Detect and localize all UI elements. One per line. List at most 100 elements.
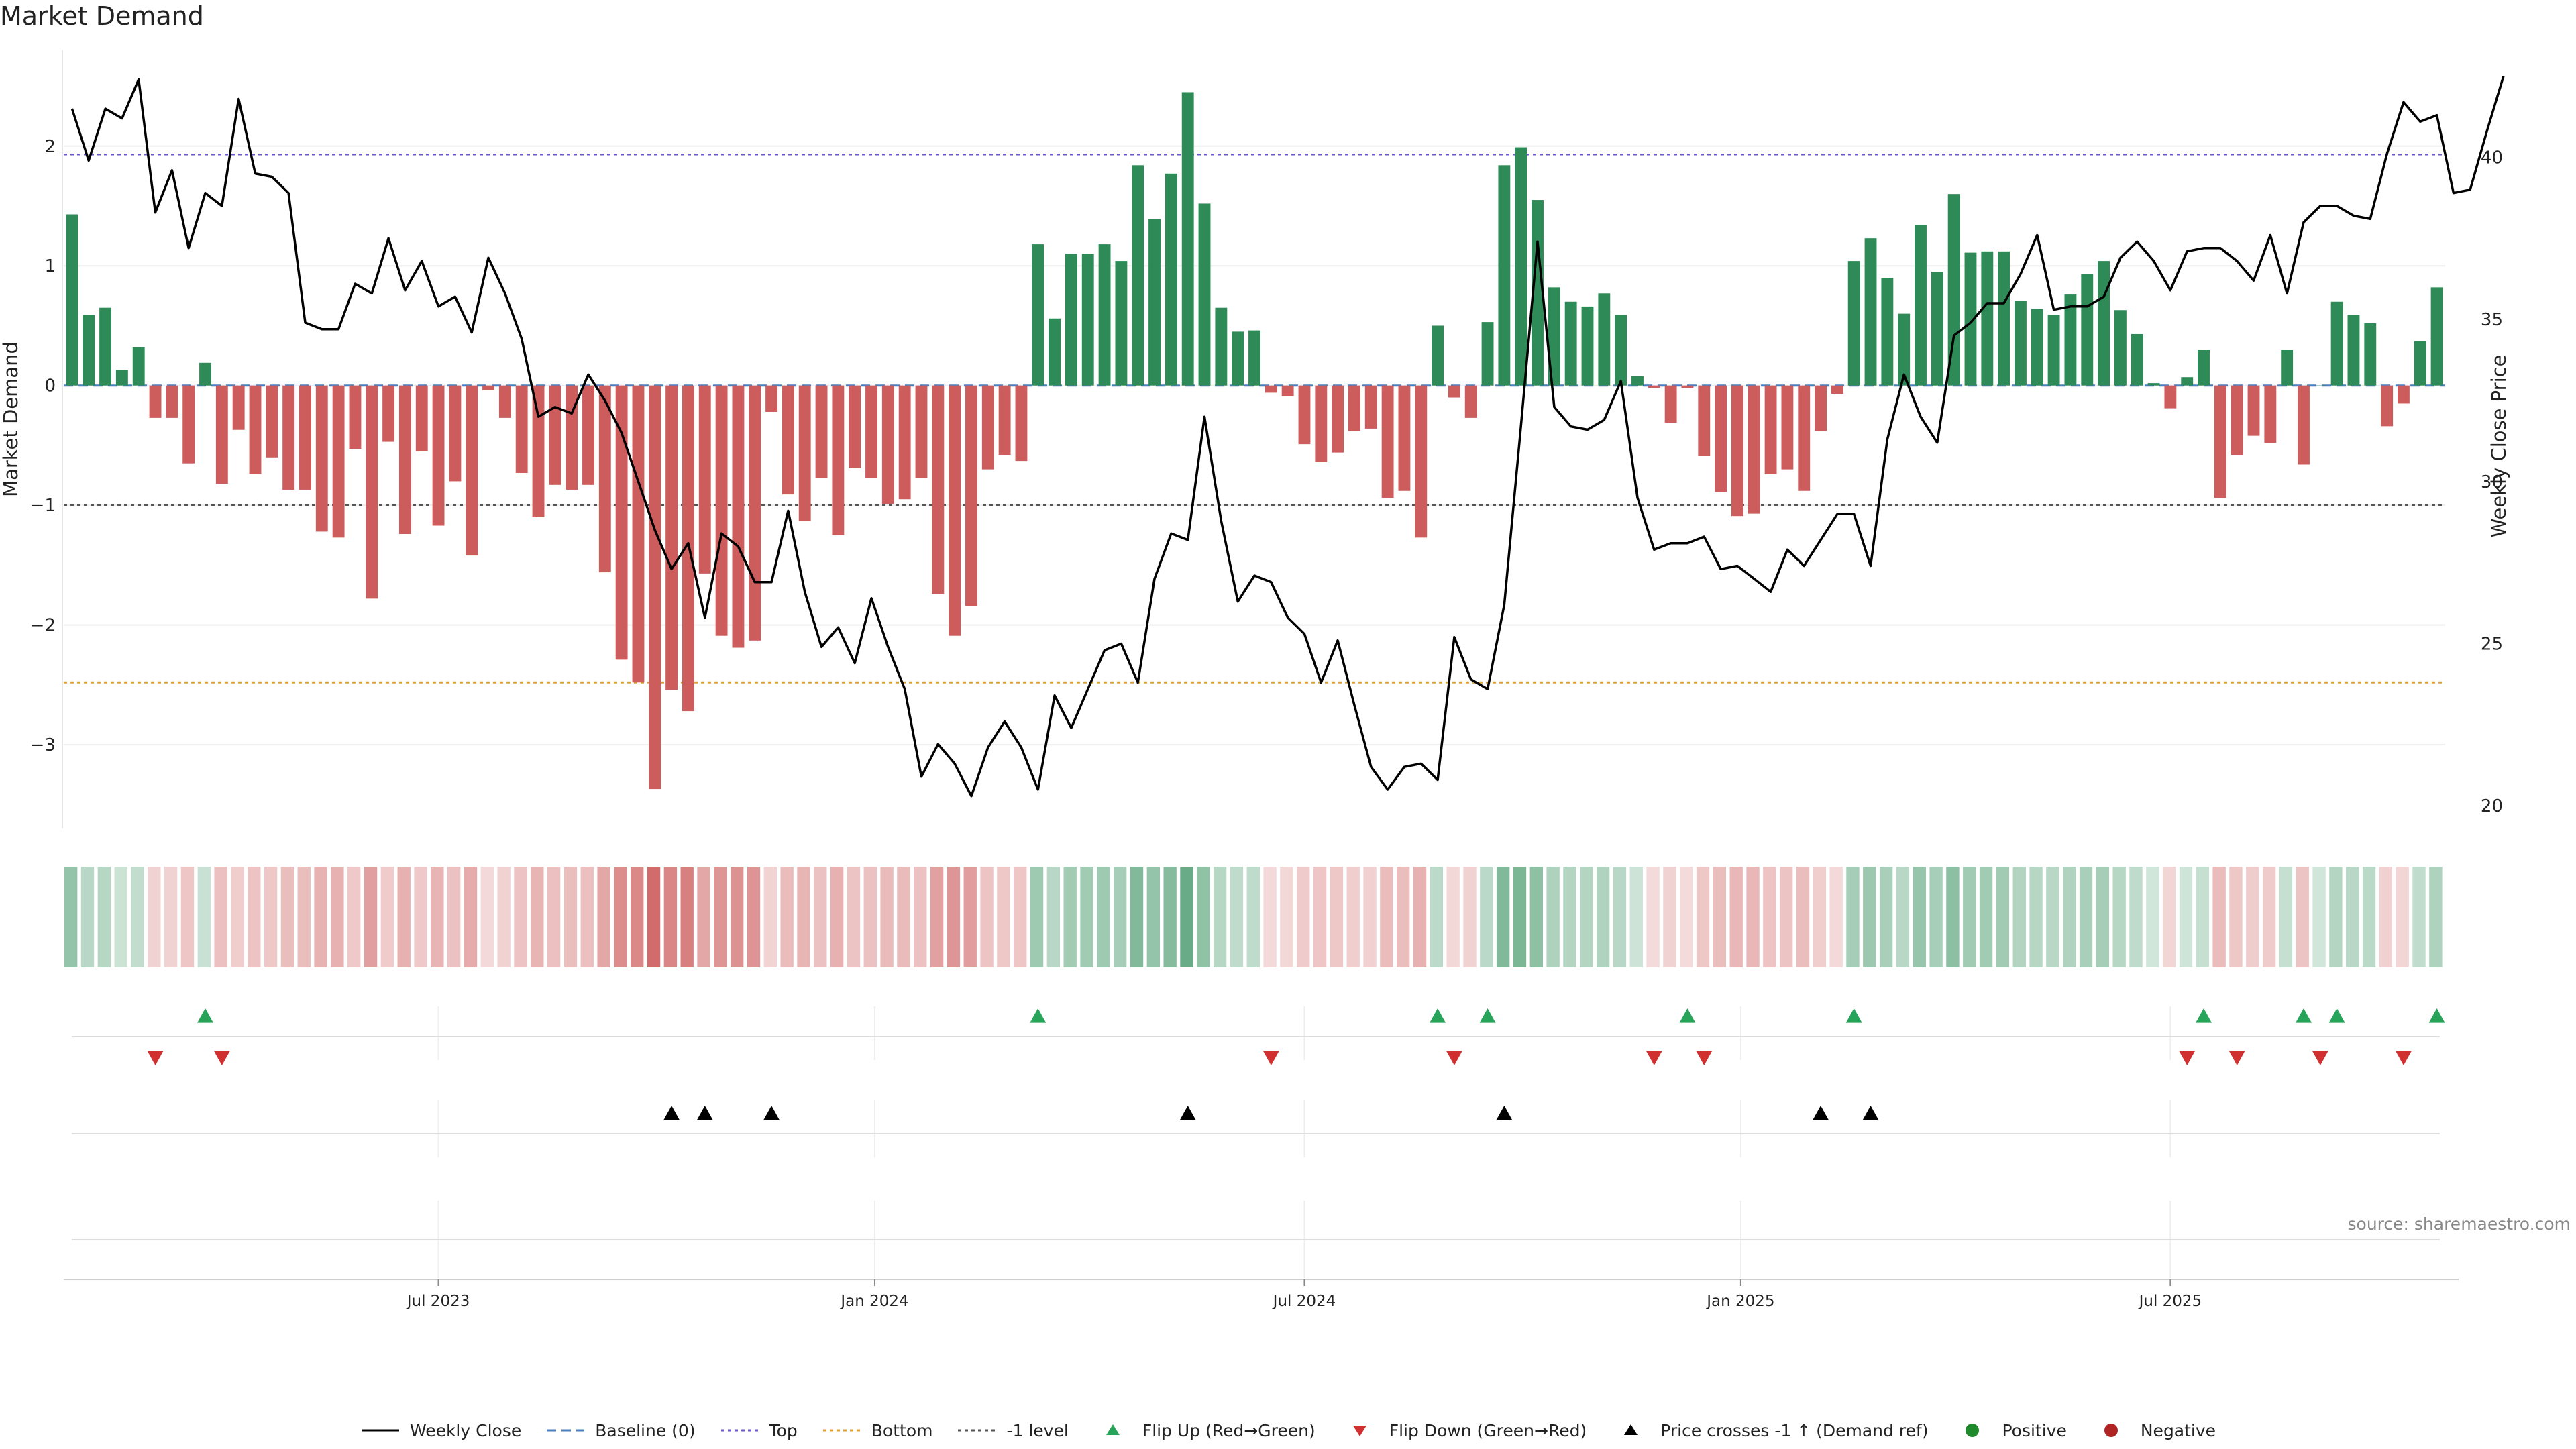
x-tick-label: Jan 2024 (839, 1293, 908, 1310)
legend-item-neg: Negative (2091, 1421, 2216, 1440)
demand-bar (1398, 385, 1411, 491)
demand-bar (1298, 385, 1311, 445)
demand-bar (1265, 385, 1277, 393)
demand-bar (1464, 385, 1477, 418)
y-axis-label: Market Demand (0, 341, 22, 497)
demand-bar (698, 385, 711, 574)
demand-bar (282, 385, 295, 490)
heat-cell (880, 867, 894, 967)
legend: Weekly Close Baseline (0) Top Bottom -1 leve… (0, 1415, 2576, 1445)
heat-cell (1580, 867, 1593, 967)
demand-bar (1548, 287, 1560, 386)
heat-cell (1646, 867, 1660, 967)
flip-up-marker (1845, 1008, 1862, 1023)
cross-up-marker (1862, 1106, 1879, 1120)
heat-cell (1729, 867, 1743, 967)
heat-cell (1030, 867, 1044, 967)
demand-bar (1598, 293, 1611, 386)
demand-bar (1198, 203, 1211, 386)
demand-bar (1432, 325, 1444, 386)
heat-cell (963, 867, 977, 967)
heat-cell (2246, 867, 2259, 967)
demand-bar (66, 214, 78, 386)
legend-item-pos: Positive (1952, 1421, 2067, 1440)
heat-cell (847, 867, 861, 967)
heat-cell (1213, 867, 1227, 967)
heat-cell (1014, 867, 1027, 967)
legend-neg-icon (2104, 1424, 2118, 1437)
legend-item-top: Top (720, 1421, 798, 1440)
heat-cell (2012, 867, 2026, 967)
demand-bar (1831, 385, 1843, 394)
heat-cell (1513, 867, 1527, 967)
heat-cell (547, 867, 561, 967)
demand-bar (432, 385, 445, 526)
demand-bar (449, 385, 462, 482)
demand-bar (1215, 307, 1228, 386)
heat-cell (2079, 867, 2093, 967)
demand-bar (782, 385, 794, 495)
heat-cell (2046, 867, 2059, 967)
demand-bar (1781, 385, 1794, 470)
heat-cell (1663, 867, 1676, 967)
heat-cell (997, 867, 1010, 967)
heat-cell (1313, 867, 1327, 967)
legend-label: Negative (2140, 1420, 2216, 1440)
demand-bar (1564, 301, 1577, 386)
demand-bar (932, 385, 945, 594)
legend-item-cross: Price crosses -1 ↑ (Demand ref) (1611, 1421, 1928, 1440)
demand-bar (1947, 194, 1960, 386)
heat-cell (1813, 867, 1827, 967)
demand-bar (715, 385, 728, 636)
heat-cell (464, 867, 478, 967)
demand-bar (1049, 318, 1061, 386)
demand-bar (2430, 287, 2443, 386)
demand-bar (415, 385, 428, 451)
demand-bar (1332, 385, 1344, 453)
flip-down-marker (2395, 1051, 2412, 1065)
demand-bar (1864, 238, 1877, 386)
heat-cell (597, 867, 610, 967)
heat-cell (1446, 867, 1460, 967)
legend-cross-icon (1624, 1424, 1638, 1435)
y-tick-label: 0 (44, 376, 56, 396)
demand-bar (1281, 385, 1294, 396)
demand-bar (2047, 315, 2060, 386)
demand-bar (749, 385, 761, 641)
heat-cell (148, 867, 161, 967)
heat-cell (197, 867, 211, 967)
heat-cell (947, 867, 961, 967)
heat-cell (480, 867, 494, 967)
heat-cell (1713, 867, 1727, 967)
heat-cell (1929, 867, 1943, 967)
weekly-close-line (70, 76, 2505, 798)
legend-label: Bottom (871, 1420, 933, 1440)
legend-label: Weekly Close (409, 1420, 522, 1440)
demand-bar (1881, 278, 1894, 386)
demand-bar (632, 385, 645, 683)
heat-cell (697, 867, 710, 967)
legend-label: Flip Down (Green→Red) (1389, 1420, 1587, 1440)
heat-cell (1380, 867, 1393, 967)
demand-bar (615, 385, 628, 660)
heat-cell (2179, 867, 2193, 967)
heat-cell (214, 867, 227, 967)
demand-bar (382, 385, 395, 442)
demand-bar (1481, 322, 1494, 386)
demand-bar (981, 385, 994, 470)
demand-bar (2231, 385, 2243, 455)
heat-cell (1879, 867, 1893, 967)
y-tick-label: −1 (30, 496, 56, 516)
demand-bar (1232, 331, 1244, 386)
price-line-layer (70, 76, 2505, 798)
legend-label: -1 level (1006, 1420, 1069, 1440)
demand-bar (2398, 385, 2410, 404)
demand-bar (532, 385, 545, 517)
heat-cell (1913, 867, 1926, 967)
heat-cell (1629, 867, 1643, 967)
demand-bar (249, 385, 262, 474)
heat-cell (431, 867, 444, 967)
heat-cell (1529, 867, 1543, 967)
heat-cell (2196, 867, 2209, 967)
heat-cell (2112, 867, 2126, 967)
